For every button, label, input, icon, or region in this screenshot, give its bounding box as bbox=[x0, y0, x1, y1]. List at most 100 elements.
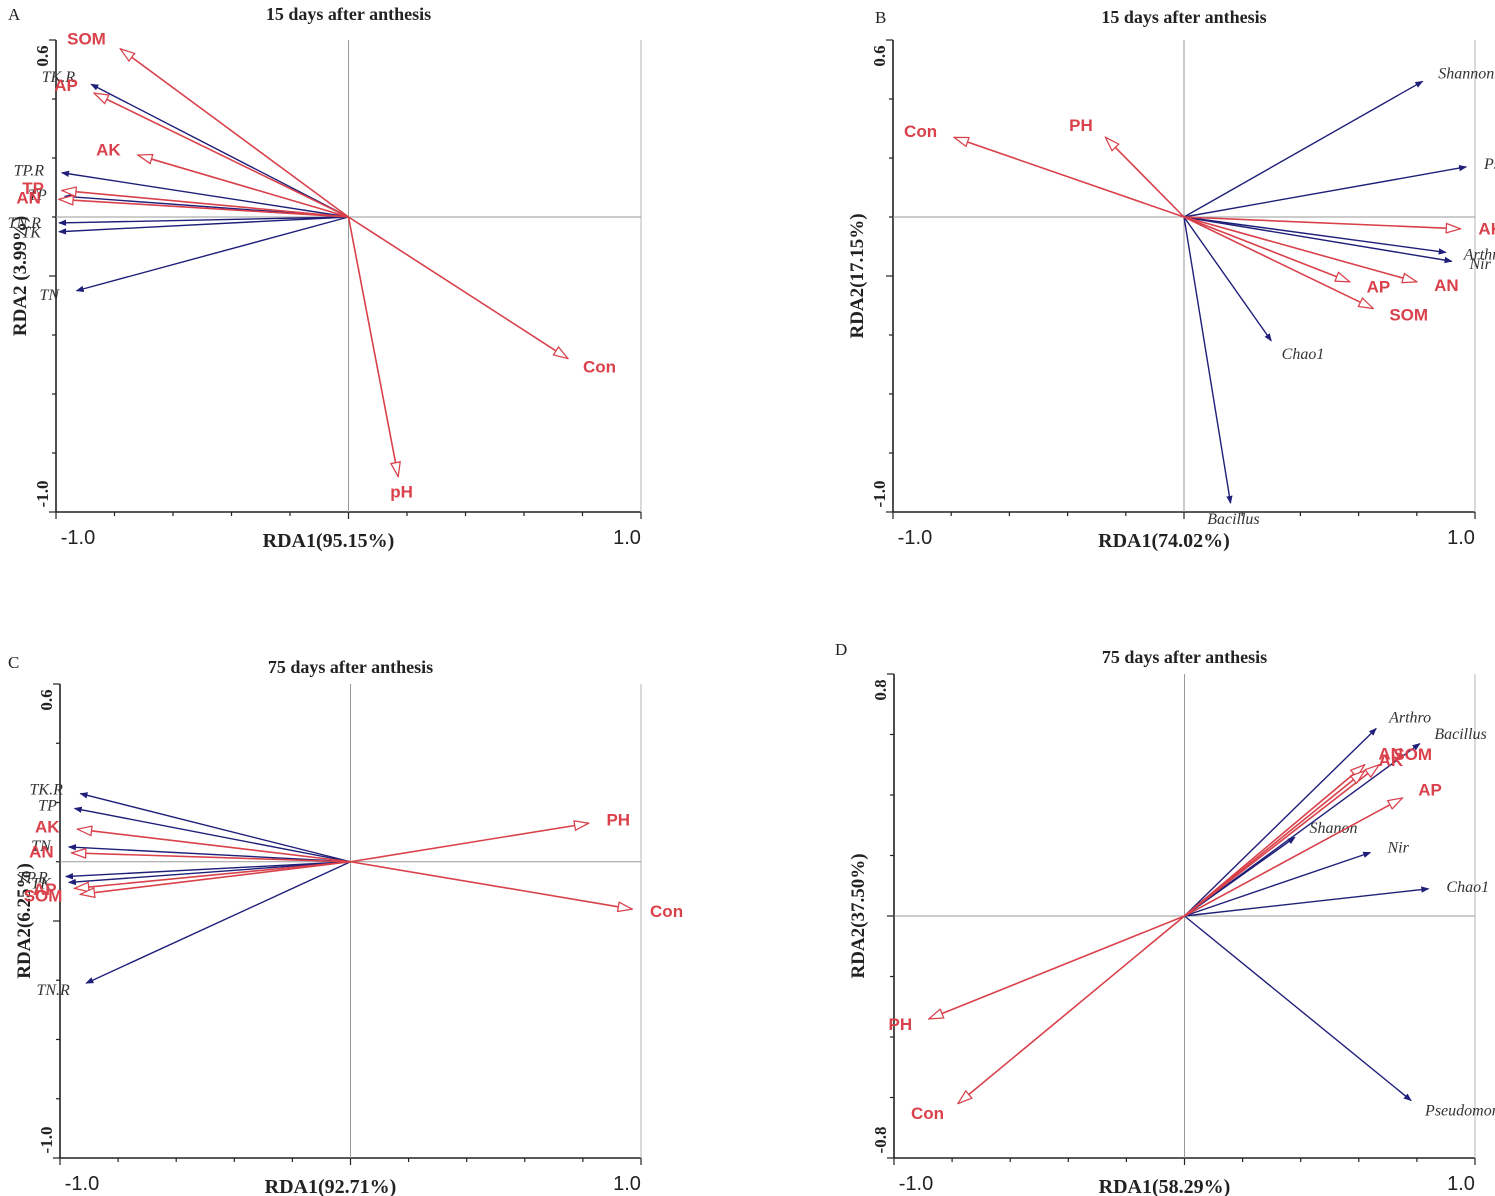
panel-b-env-label-ak: AK bbox=[1478, 219, 1495, 238]
panel-b-letter: B bbox=[875, 8, 886, 27]
panel-a-species-label-tk-r: TK.R bbox=[42, 69, 76, 86]
panel-d-env-label-ap: AP bbox=[1418, 780, 1442, 799]
panel-b-env-label-ph: PH bbox=[1069, 116, 1093, 135]
panel-b-y-tick-label-min: -1.0 bbox=[870, 481, 889, 508]
panel-d-species-arrow-arthro bbox=[1184, 727, 1377, 917]
panel-d-y-axis-title: RDA2(37.50%) bbox=[848, 853, 869, 978]
panel-a-env-label-som: SOM bbox=[67, 29, 106, 48]
panel-c-env-label-an: AN bbox=[29, 842, 54, 861]
panel-b-x-axis-title: RDA1(74.02%) bbox=[1098, 530, 1230, 552]
panel-c-y-tick-label-max: 0.6 bbox=[37, 689, 56, 710]
panel-a: A 15 days after anthesis -1.0 1.0 0.6 -1.0 RDA… bbox=[8, 4, 642, 552]
panel-a-y-axis-title: RDA2 (3.99%) bbox=[10, 216, 31, 336]
panel-b-env-arrow-an bbox=[1183, 216, 1417, 282]
panel-a-species-label-tp: TP bbox=[28, 187, 47, 204]
panel-b-env-arrow-ap bbox=[1183, 216, 1350, 283]
panel-b-env-label-con: Con bbox=[904, 122, 937, 141]
panel-c: C 75 days after anthesis -1.0 1.0 0.6 -1.0 RDA… bbox=[8, 653, 683, 1196]
panel-d: D 75 days after anthesis -1.0 1.0 0.8 -0.8 RDA… bbox=[835, 640, 1495, 1196]
panel-a-species-arrow-tk bbox=[58, 216, 349, 235]
panel-d-title: 75 days after anthesis bbox=[1102, 647, 1267, 667]
panel-a-env-arrow-tp bbox=[62, 190, 349, 218]
panel-d-species-label-bacillus: Bacillus bbox=[1434, 726, 1486, 743]
panel-c-env-arrow-con bbox=[350, 860, 633, 909]
panel-c-species-arrow-tn bbox=[67, 844, 351, 863]
panel-d-x-tick-label-min: -1.0 bbox=[899, 1173, 933, 1195]
panel-c-title: 75 days after anthesis bbox=[268, 657, 433, 677]
panel-c-env-label-som: SOM bbox=[24, 886, 63, 905]
panel-c-y-tick-label-min: -1.0 bbox=[37, 1127, 56, 1154]
panel-d-species-arrow-nir bbox=[1184, 851, 1372, 917]
panel-b-env-arrow-ph bbox=[1105, 137, 1185, 218]
panel-c-species-arrow-tn-r bbox=[85, 861, 351, 984]
panel-b-env-label-an: AN bbox=[1434, 276, 1459, 295]
panel-c-species-label-tk: TK bbox=[31, 876, 52, 893]
panel-b-species-arrow-pseudomonas bbox=[1183, 164, 1468, 218]
panel-d-env-arrow-ap bbox=[1184, 798, 1403, 917]
panel-c-y-axis-title: RDA2(6.25%) bbox=[14, 863, 35, 979]
panel-a-species-label-tn-r: TN.R bbox=[8, 215, 42, 232]
panel-d-species-label-chao1: Chao1 bbox=[1446, 879, 1489, 896]
panel-c-env-label-ak: AK bbox=[35, 817, 60, 836]
panel-a-env-label-tp: TP bbox=[22, 179, 44, 198]
panel-d-env-label-ak: AK bbox=[1379, 751, 1404, 770]
panel-c-env-label-con: Con bbox=[650, 902, 683, 921]
panel-a-env-arrow-con bbox=[348, 216, 568, 359]
panel-d-env-label-an: AN bbox=[1378, 744, 1403, 763]
panel-a-species-arrow-tn bbox=[75, 216, 349, 292]
panel-b-env-arrow-ak bbox=[1183, 216, 1460, 229]
panel-c-species-label-tp: TP bbox=[38, 797, 57, 814]
panel-c-species-label-tn: TN bbox=[31, 838, 52, 855]
panel-c-species-label-tn-r: TN.R bbox=[36, 982, 70, 999]
panel-c-x-tick-label-max: 1.0 bbox=[613, 1173, 641, 1195]
panel-b: B 15 days after anthesis -1.0 1.0 0.6 -1.0 RDA… bbox=[847, 7, 1495, 552]
panel-a-env-arrow-ph bbox=[347, 216, 399, 477]
panel-a-env-arrow-ak bbox=[138, 155, 349, 218]
panel-d-species-label-shanon: Shanon bbox=[1310, 820, 1358, 837]
panel-d-env-label-ph: PH bbox=[889, 1015, 913, 1034]
panel-d-env-arrow-ak bbox=[1183, 771, 1365, 917]
panel-a-species-arrow-tk-r bbox=[90, 83, 349, 218]
panel-b-species-arrow-nir bbox=[1183, 216, 1453, 264]
panel-b-species-label-chao1: Chao1 bbox=[1282, 346, 1325, 363]
panel-b-env-label-som: SOM bbox=[1389, 305, 1428, 324]
panel-a-species-label-tk: TK bbox=[21, 225, 42, 242]
panel-d-species-label-pseudomonas: Pseudomonas bbox=[1424, 1103, 1495, 1120]
panel-c-species-arrow-tk-r bbox=[79, 792, 351, 863]
panel-b-title: 15 days after anthesis bbox=[1101, 7, 1266, 27]
panel-d-species-arrow-shanon bbox=[1184, 836, 1296, 917]
panel-a-species-arrow-tp-r bbox=[61, 170, 349, 218]
panel-a-y-tick-label-max: 0.6 bbox=[33, 45, 52, 66]
panel-b-y-axis-title: RDA2(17.15%) bbox=[847, 213, 868, 338]
panel-a-env-arrow-ap bbox=[94, 93, 349, 218]
panel-c-env-arrow-som bbox=[80, 860, 351, 895]
panel-c-env-label-ph: PH bbox=[606, 811, 630, 830]
panel-c-species-label-tk-r: TK.R bbox=[30, 782, 64, 799]
panel-d-species-arrow-pseudomonas bbox=[1184, 915, 1412, 1102]
panel-c-env-arrow-ak bbox=[77, 829, 351, 863]
panel-d-y-tick-label-max: 0.8 bbox=[871, 679, 890, 700]
panel-d-env-arrow-con bbox=[958, 915, 1186, 1104]
panel-b-species-arrow-chao1 bbox=[1183, 216, 1272, 342]
panel-b-species-label-shannon: Shannon bbox=[1438, 65, 1494, 82]
panel-c-x-tick-label-min: -1.0 bbox=[65, 1173, 99, 1195]
panel-a-species-label-tn: TN bbox=[40, 287, 61, 304]
panel-a-x-axis-title: RDA1(95.15%) bbox=[263, 530, 395, 552]
panel-a-env-label-ak: AK bbox=[96, 141, 121, 160]
panel-c-env-arrow-an bbox=[72, 853, 351, 863]
panel-a-x-tick-label-min: -1.0 bbox=[61, 527, 95, 549]
panel-b-y-tick-label-max: 0.6 bbox=[870, 45, 889, 66]
panel-d-letter: D bbox=[835, 640, 847, 659]
panel-b-env-label-ap: AP bbox=[1367, 278, 1391, 297]
panel-a-env-label-ap: AP bbox=[54, 76, 78, 95]
panel-c-letter: C bbox=[8, 653, 19, 672]
panel-d-x-axis-title: RDA1(58.29%) bbox=[1099, 1176, 1231, 1196]
panel-c-env-label-ap: AP bbox=[33, 880, 57, 899]
panel-c-env-arrow-ap bbox=[75, 860, 351, 889]
panel-d-species-label-nir: Nir bbox=[1386, 839, 1409, 856]
panel-b-species-arrow-bacillus bbox=[1183, 216, 1233, 504]
panel-a-env-arrow-som bbox=[120, 49, 349, 218]
panel-b-x-tick-label-max: 1.0 bbox=[1447, 527, 1475, 549]
panel-a-env-label-ph: pH bbox=[390, 482, 413, 501]
